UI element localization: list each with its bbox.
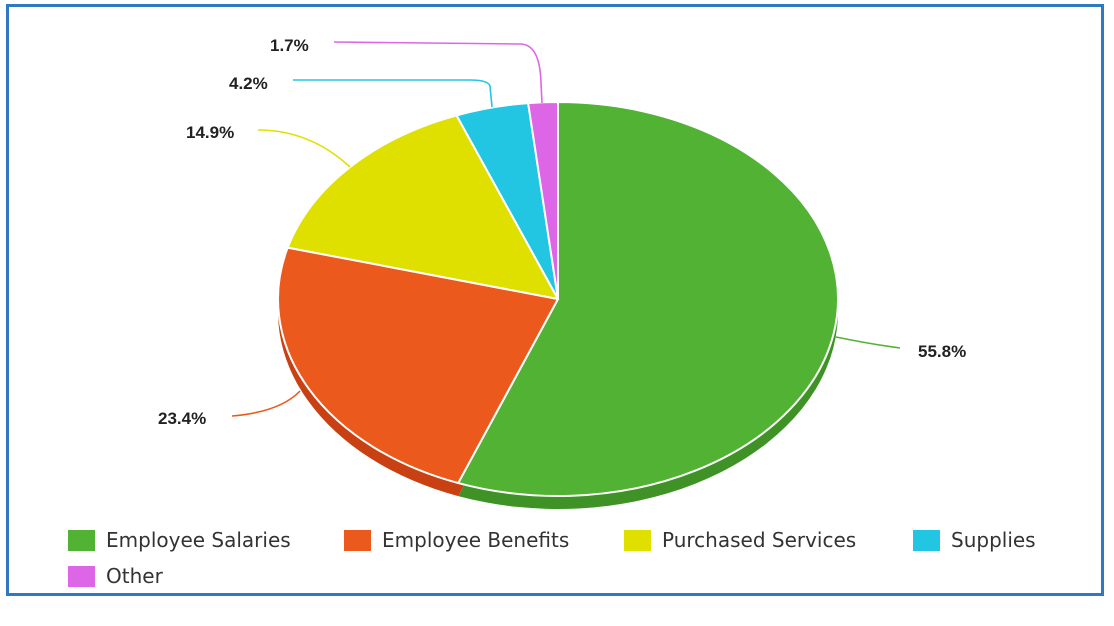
legend-item-employee-benefits[interactable]: Employee Benefits (344, 527, 569, 553)
legend-label-other: Other (106, 564, 163, 588)
pie-slice-employee-benefits[interactable] (277, 246, 559, 485)
legend-label-employee-salaries: Employee Salaries (106, 528, 291, 552)
legend-item-employee-salaries[interactable]: Employee Salaries (68, 527, 291, 553)
pie-slice-employee-salaries[interactable] (457, 101, 839, 497)
data-label-employee-benefits: 23.4% (158, 409, 206, 428)
legend-swatch-other (68, 565, 95, 587)
pie-slice-purchased-services[interactable] (286, 114, 559, 300)
pie-slices-layer (277, 101, 839, 497)
data-label-purchased-services: 14.9% (186, 123, 234, 142)
legend-item-supplies[interactable]: Supplies (913, 527, 1036, 553)
legend-swatch-employee-salaries (68, 529, 95, 551)
legend-label-employee-benefits: Employee Benefits (382, 528, 570, 552)
legend-item-other[interactable]: Other (68, 563, 163, 589)
leader-line-purchased-services (257, 129, 351, 168)
leader-line-other (333, 41, 543, 104)
data-label-supplies: 4.2% (229, 74, 268, 93)
legend-swatch-supplies (913, 529, 940, 551)
leader-line-employee-salaries (835, 336, 901, 349)
leader-line-supplies (293, 79, 493, 108)
pie-data-labels-layer: 55.8% 23.4% 14.9% 4.2%1.7% (158, 36, 966, 428)
data-label-employee-salaries: 55.8% (918, 342, 966, 361)
pie-leader-lines-layer (231, 41, 901, 417)
legend-item-purchased-services[interactable]: Purchased Services (624, 527, 856, 553)
pie-slice-other[interactable] (527, 101, 559, 300)
leader-line-employee-benefits (231, 390, 301, 417)
legend-swatch-employee-benefits (344, 529, 371, 551)
legend-label-supplies: Supplies (951, 528, 1036, 552)
data-label-other: 1.7% (270, 36, 309, 55)
legend-swatch-purchased-services (624, 529, 651, 551)
legend-label-purchased-services: Purchased Services (662, 528, 857, 552)
